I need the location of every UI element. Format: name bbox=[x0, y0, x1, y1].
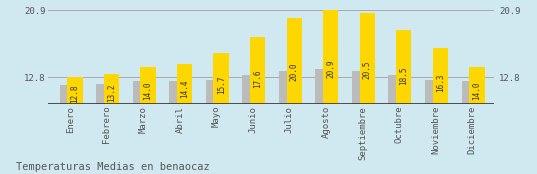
Bar bbox=[104, 74, 119, 104]
Bar bbox=[67, 77, 83, 104]
Bar bbox=[396, 30, 411, 104]
Text: 15.7: 15.7 bbox=[216, 76, 226, 94]
Bar bbox=[388, 76, 396, 104]
Bar bbox=[425, 80, 433, 104]
Text: 14.0: 14.0 bbox=[143, 81, 153, 100]
Text: Temperaturas Medias en benaocaz: Temperaturas Medias en benaocaz bbox=[16, 162, 210, 172]
Bar bbox=[352, 71, 360, 104]
Bar bbox=[169, 81, 177, 104]
Bar bbox=[60, 85, 68, 104]
Text: 12.8: 12.8 bbox=[70, 85, 79, 103]
Bar bbox=[433, 48, 448, 104]
Bar bbox=[96, 84, 104, 104]
Text: 20.5: 20.5 bbox=[363, 61, 372, 79]
Bar bbox=[461, 81, 469, 104]
Bar bbox=[469, 67, 484, 104]
Text: 20.9: 20.9 bbox=[326, 59, 335, 78]
Text: 17.6: 17.6 bbox=[253, 70, 262, 88]
Bar bbox=[360, 14, 375, 104]
Bar bbox=[133, 81, 141, 104]
Text: 13.2: 13.2 bbox=[107, 84, 116, 102]
Bar bbox=[206, 80, 214, 104]
Bar bbox=[140, 67, 156, 104]
Text: 20.0: 20.0 bbox=[289, 62, 299, 81]
Text: 14.0: 14.0 bbox=[473, 81, 481, 100]
Text: 14.4: 14.4 bbox=[180, 80, 189, 98]
Bar bbox=[315, 69, 323, 104]
Text: 16.3: 16.3 bbox=[436, 74, 445, 92]
Bar bbox=[279, 71, 287, 104]
Text: 18.5: 18.5 bbox=[400, 67, 408, 85]
Bar bbox=[287, 18, 302, 104]
Bar bbox=[242, 76, 250, 104]
Bar bbox=[250, 37, 265, 104]
Bar bbox=[177, 64, 192, 104]
Bar bbox=[214, 53, 229, 104]
Bar bbox=[323, 10, 338, 104]
